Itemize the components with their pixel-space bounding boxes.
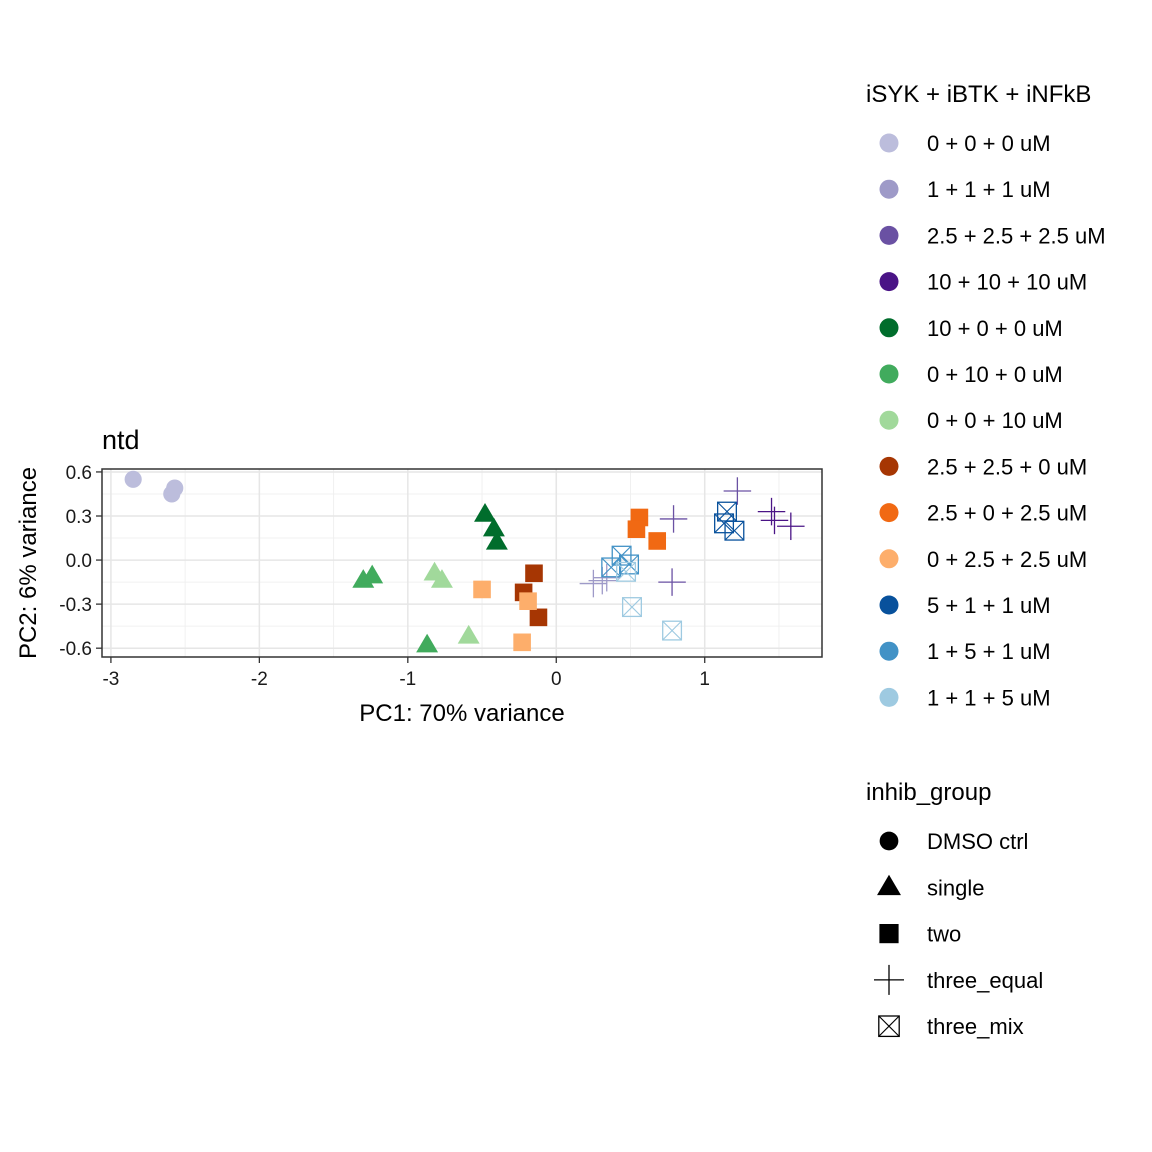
y-tick-label: -0.3 [59, 595, 92, 616]
color-legend-key [879, 133, 899, 153]
color-legend-label: 2.5 + 0 + 2.5 uM [927, 501, 1087, 526]
data-point [474, 502, 496, 522]
x-tick-label: -3 [102, 669, 119, 690]
color-legend-label: 10 + 10 + 10 uM [927, 270, 1087, 295]
color-legend-key [879, 456, 899, 476]
shape-legend-key [877, 874, 901, 896]
plot-panel [101, 468, 823, 658]
x-tick-label: 1 [699, 669, 710, 690]
data-point [648, 532, 667, 550]
color-legend-label: 10 + 0 + 0 uM [927, 316, 1063, 341]
data-point [627, 520, 646, 539]
grid-major [102, 469, 822, 657]
chart-title: ntd [102, 425, 140, 455]
data-point [714, 513, 735, 534]
data-point [616, 561, 637, 582]
color-legend-key [879, 318, 899, 338]
shape-legend-label: single [927, 875, 984, 900]
shape-legend-key [874, 964, 904, 995]
x-tick-label: -2 [251, 669, 268, 690]
x-tick-label: -1 [399, 669, 416, 690]
x-tick-label: 0 [551, 669, 562, 690]
y-axis: -0.6 -0.3 0.0 0.3 0.6 [59, 463, 102, 660]
data-point [361, 564, 384, 584]
data-point [529, 608, 548, 627]
color-legend-key [879, 225, 899, 245]
x-axis: -3 -2 -1 0 1 [102, 657, 710, 690]
color-legend-key [879, 364, 899, 384]
shape-legend-key [879, 924, 899, 944]
data-point [662, 620, 683, 641]
color-legend: iSYK + iBTK + iNFkB 0 + 0 + 0 uM 1 + 1 + … [866, 81, 1106, 710]
data-point [457, 624, 480, 644]
data-point [760, 506, 789, 535]
data-point [430, 569, 453, 588]
y-tick-label: 0.3 [66, 507, 92, 528]
y-tick-label: -0.6 [59, 639, 92, 660]
color-legend-key [879, 179, 899, 199]
color-legend-label: 1 + 1 + 1 uM [927, 177, 1051, 202]
color-legend-label: 0 + 10 + 0 uM [927, 362, 1063, 387]
data-points [124, 470, 805, 653]
color-legend-key [879, 503, 899, 523]
data-point [485, 530, 508, 550]
data-point [621, 597, 642, 618]
data-point [513, 633, 531, 652]
color-legend-label: 5 + 1 + 1 uM [927, 593, 1051, 618]
y-tick-label: 0.6 [66, 463, 92, 484]
grid-minor [102, 469, 822, 657]
data-point [592, 563, 621, 592]
data-point [416, 633, 439, 653]
data-point [777, 512, 805, 541]
color-legend-key [879, 595, 899, 615]
color-legend-label: 0 + 2.5 + 2.5 uM [927, 547, 1087, 572]
color-legend-label: 0 + 0 + 0 uM [927, 131, 1051, 156]
data-point [659, 505, 688, 533]
color-legend-title: iSYK + iBTK + iNFkB [866, 81, 1091, 108]
color-legend-label: 2.5 + 2.5 + 0 uM [927, 454, 1087, 479]
color-legend-key [879, 641, 899, 661]
color-legend-key [879, 410, 899, 430]
color-legend-key [879, 687, 899, 707]
color-legend-label: 1 + 5 + 1 uM [927, 639, 1051, 664]
data-point [525, 564, 543, 583]
shape-legend-label: three_equal [927, 968, 1043, 993]
y-axis-title: PC2: 6% variance [15, 467, 42, 659]
data-point [519, 592, 537, 610]
y-tick-label: 0.0 [66, 551, 92, 572]
data-point [723, 477, 752, 505]
color-legend-label: 2.5 + 2.5 + 2.5 uM [927, 223, 1106, 248]
data-point [724, 520, 745, 541]
x-axis-title: PC1: 70% variance [359, 700, 564, 727]
shape-legend-key [878, 1015, 900, 1038]
shape-legend-label: DMSO ctrl [927, 829, 1028, 854]
color-legend-key [879, 549, 899, 569]
shape-legend-label: three_mix [927, 1014, 1024, 1039]
shape-legend-title: inhib_group [866, 779, 991, 806]
color-legend-key [879, 272, 899, 292]
color-legend-label: 1 + 1 + 5 uM [927, 685, 1051, 710]
data-point [124, 470, 142, 488]
data-point [601, 557, 622, 578]
data-point [482, 517, 505, 537]
data-point [473, 580, 491, 599]
data-point [163, 485, 181, 503]
shape-legend-label: two [927, 922, 961, 947]
data-point [658, 568, 686, 596]
shape-legend-key [879, 831, 899, 851]
shape-legend: inhib_group DMSO ctrl single two three_equa… [866, 779, 1043, 1039]
color-legend-label: 0 + 0 + 10 uM [927, 408, 1063, 433]
